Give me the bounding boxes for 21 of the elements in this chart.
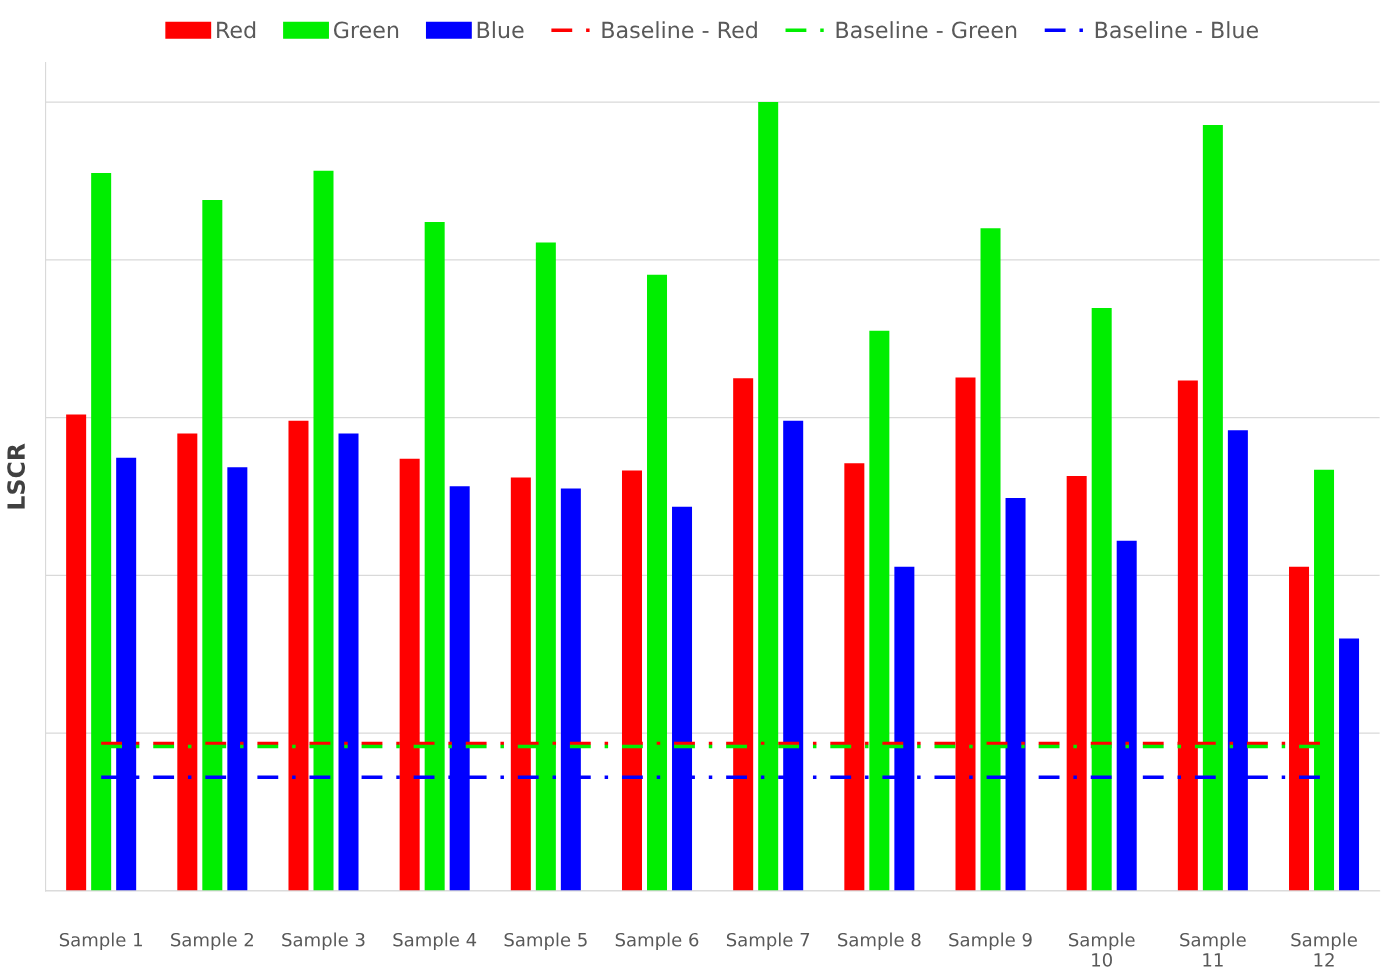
x-tick-label: Sample 3 (282, 932, 365, 951)
x-tick-label: Sample 11 (1180, 932, 1246, 967)
y-axis-title: LSCR (7, 443, 26, 509)
bar (1339, 638, 1360, 891)
x-tick-label: Sample 10 (1069, 932, 1135, 967)
bar (66, 414, 87, 891)
x-tick-label: Sample 4 (393, 932, 477, 951)
legend-label: Blue (477, 21, 524, 39)
x-tick-label: Sample 8 (838, 932, 921, 951)
x-tick-label: Sample 5 (504, 932, 587, 951)
x-tick-label: Sample 9 (949, 932, 1032, 951)
x-tick-label: Sample 6 (615, 932, 699, 951)
legend-label: Baseline - Blue (1095, 21, 1258, 39)
x-tick-label: Sample 12 (1291, 932, 1357, 967)
x-tick-label: Sample 1 (59, 932, 142, 951)
legend-label: Green (333, 21, 399, 39)
x-tick-label: Sample 2 (171, 932, 253, 951)
x-tick-label: Sample 7 (726, 932, 810, 951)
legend-label: Baseline - Red (602, 21, 757, 39)
legend-label: Red (217, 21, 256, 39)
legend-label: Baseline - Green (836, 21, 1017, 39)
